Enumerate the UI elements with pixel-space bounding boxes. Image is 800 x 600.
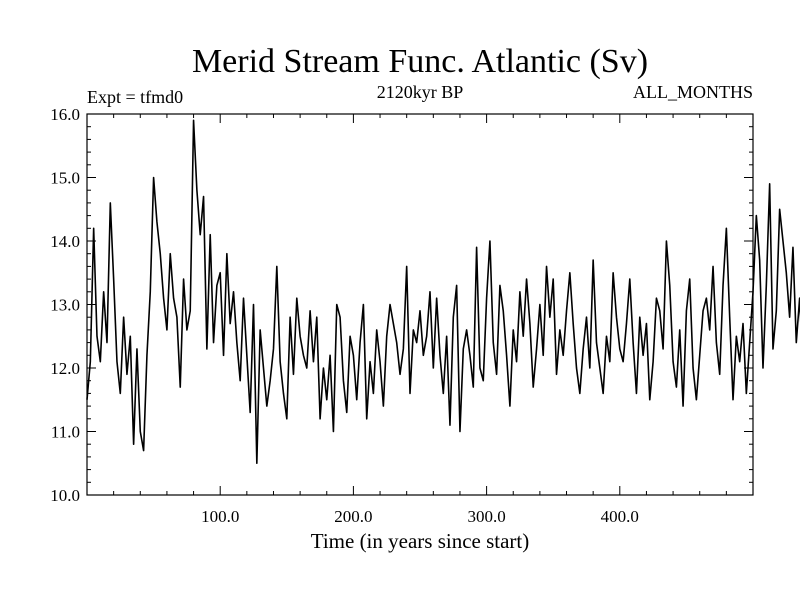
y-tick-label: 15.0: [50, 169, 80, 188]
y-tick-label: 16.0: [50, 105, 80, 124]
period-label: 2120kyr BP: [377, 82, 464, 102]
y-tick-label: 11.0: [51, 423, 80, 442]
y-tick-label: 12.0: [50, 359, 80, 378]
y-tick-label: 13.0: [50, 296, 80, 315]
series-line: [86, 119, 800, 465]
x-tick-label: 400.0: [601, 507, 639, 526]
chart-title: Merid Stream Func. Atlantic (Sv): [192, 43, 648, 80]
x-axis-labels: 100.0 200.0 300.0 400.0: [201, 507, 639, 526]
x-axis-title: Time (in years since start): [311, 529, 530, 553]
x-tick-label: 100.0: [201, 507, 239, 526]
x-tick-label: 300.0: [467, 507, 505, 526]
y-axis-labels: 10.0 11.0 12.0 13.0 14.0 15.0 16.0: [50, 105, 80, 505]
axis-ticks: [86, 113, 754, 496]
x-tick-label: 200.0: [334, 507, 372, 526]
y-tick-label: 10.0: [50, 486, 80, 505]
months-label: ALL_MONTHS: [633, 82, 753, 102]
experiment-label: Expt = tfmd0: [87, 87, 183, 107]
y-tick-label: 14.0: [50, 232, 80, 251]
plot-frame: [86, 113, 754, 496]
